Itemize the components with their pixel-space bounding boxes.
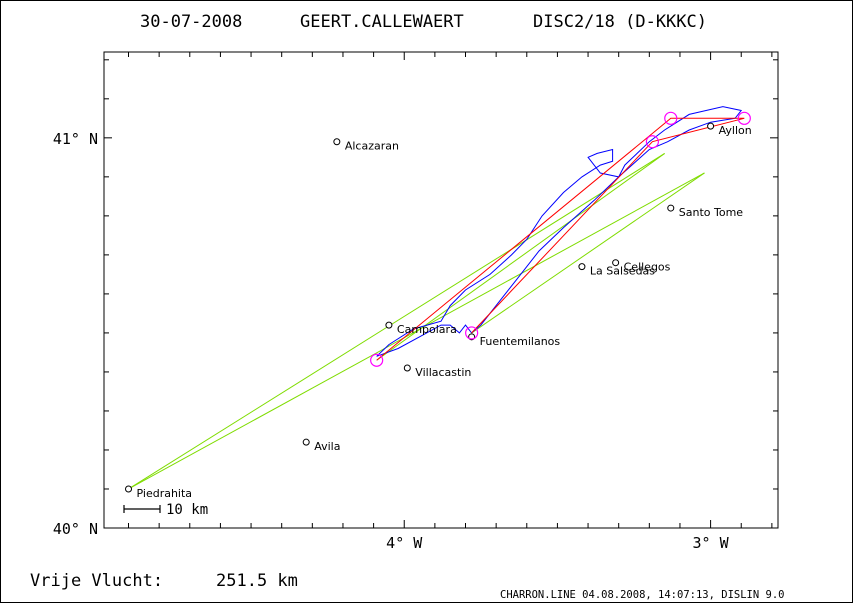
leg-line <box>471 172 705 334</box>
scale-bar: 10 km <box>123 502 208 518</box>
town-label: Fuentemilanos <box>480 335 561 348</box>
town-label: Ayllon <box>719 124 752 137</box>
turnpoint-marker <box>664 111 678 125</box>
turnpoint-markers <box>370 111 751 367</box>
town-marker <box>578 263 586 271</box>
route-lines <box>376 117 745 361</box>
y-tick-label: 40° N <box>53 520 98 538</box>
town-marker <box>302 438 310 446</box>
turnpoint-marker <box>737 111 751 125</box>
y-tick-label: 41° N <box>53 130 98 148</box>
leg-lines <box>128 153 705 490</box>
header-pilot: GEERT.CALLEWAERT <box>300 12 464 32</box>
route-line <box>376 117 745 361</box>
x-tick-label: 3° W <box>693 534 730 552</box>
axis-ticks: 4° W 3° W 41° N 40° N <box>53 52 778 552</box>
turnpoint-marker <box>645 135 659 149</box>
town-label: Campolara <box>397 323 457 336</box>
flight-track <box>376 106 743 357</box>
town-marker <box>125 485 133 493</box>
town-label: Villacastin <box>415 366 471 379</box>
turnpoint-marker <box>465 326 479 340</box>
town-marker <box>707 122 715 130</box>
town-label: Cellegos <box>624 261 671 274</box>
town-marker <box>385 321 393 329</box>
turnpoint-marker <box>370 353 384 367</box>
distance-value: 251.5 km <box>216 571 298 591</box>
town-label: Santo Tome <box>679 206 744 219</box>
town-marker <box>403 364 411 372</box>
header-date: 30-07-2008 <box>140 12 242 32</box>
track-line <box>376 106 743 357</box>
header-class: DISC2/18 (D-KKKC) <box>533 12 707 32</box>
credit-line: CHARRON.LINE 04.08.2008, 14:07:13, DISLI… <box>500 589 784 601</box>
town-label: Avila <box>314 440 340 453</box>
leg-line <box>128 153 665 490</box>
town-marker <box>333 138 341 146</box>
town-label: Piedrahita <box>137 487 193 500</box>
x-tick-label: 4° W <box>386 534 423 552</box>
town-marker <box>667 204 675 212</box>
town-marker <box>612 259 620 267</box>
leg-line <box>128 172 705 490</box>
town-label: La Salsedas <box>590 265 655 278</box>
scale-bar-label: 10 km <box>166 502 208 518</box>
distance-label: Vrije Vlucht: <box>30 571 163 591</box>
plot-frame <box>103 51 779 529</box>
town-label: Alcazaran <box>345 140 399 153</box>
